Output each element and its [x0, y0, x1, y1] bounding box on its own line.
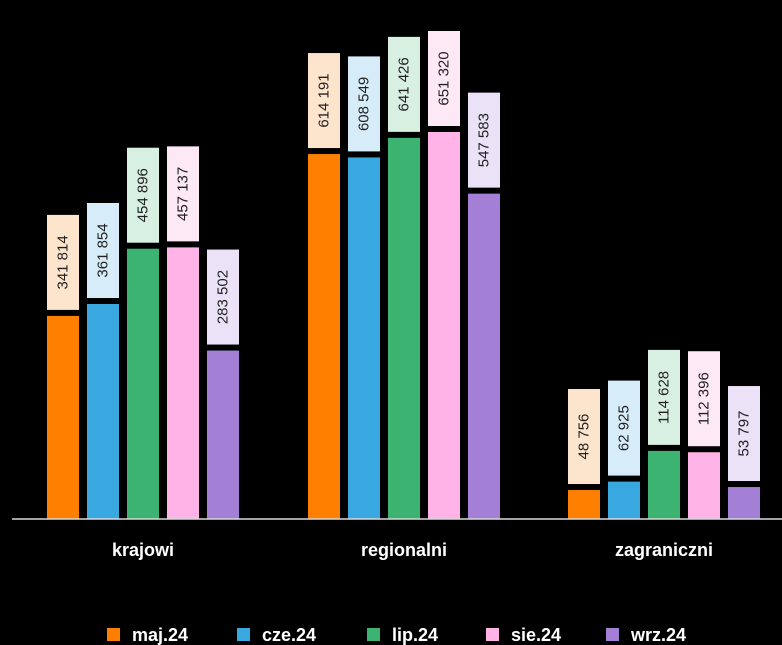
data-label-box	[568, 389, 600, 485]
bar-regionalni-cze.24	[348, 157, 380, 520]
legend-swatch-lip.24	[367, 628, 380, 641]
data-label: 454 896	[135, 168, 152, 222]
data-label: 53 797	[736, 411, 753, 457]
legend-swatch-wrz.24	[606, 628, 619, 641]
data-label-box	[308, 53, 340, 149]
legend-label-wrz.24: wrz.24	[630, 625, 686, 645]
bar-krajowi-wrz.24	[207, 350, 239, 519]
bar-regionalni-lip.24	[388, 137, 420, 520]
data-label-box	[207, 249, 239, 345]
bar-krajowi-cze.24	[87, 303, 119, 519]
data-label: 112 396	[696, 372, 713, 425]
data-label-box	[348, 56, 380, 152]
legend-swatch-maj.24	[107, 628, 120, 641]
data-label-box	[648, 349, 680, 445]
data-label-box	[167, 146, 199, 242]
data-label: 62 925	[616, 405, 633, 451]
data-label-box	[47, 214, 79, 310]
data-label-box	[728, 386, 760, 482]
data-label-box	[127, 147, 159, 243]
data-label-box	[468, 92, 500, 188]
data-label: 608 549	[356, 77, 373, 131]
data-label-box	[688, 351, 720, 447]
bar-zagraniczni-wrz.24	[728, 487, 760, 519]
data-label: 651 320	[436, 51, 453, 105]
data-label: 547 583	[476, 113, 493, 167]
data-label: 114 628	[656, 371, 673, 424]
legend: maj.24 cze.24 lip.24 sie.24 wrz.24	[107, 625, 686, 645]
legend-label-maj.24: maj.24	[132, 625, 188, 645]
category-label-krajowi: krajowi	[112, 540, 174, 560]
data-label: 457 137	[175, 167, 192, 221]
data-label: 361 854	[95, 223, 112, 277]
data-label: 641 426	[396, 57, 413, 111]
bars-group: 341 814 361 854 454 896 457 137 283 502 614 1…	[47, 31, 760, 520]
legend-swatch-sie.24	[486, 628, 499, 641]
legend-label-sie.24: sie.24	[511, 625, 561, 645]
bar-regionalni-wrz.24	[468, 193, 500, 519]
legend-label-lip.24: lip.24	[392, 625, 438, 645]
bar-regionalni-sie.24	[428, 132, 460, 519]
category-label-regionalni: regionalni	[361, 540, 447, 560]
data-label: 283 502	[215, 270, 232, 324]
data-label-box	[428, 31, 460, 126]
data-label-box	[388, 36, 420, 132]
bar-zagraniczni-lip.24	[648, 450, 680, 519]
bar-zagraniczni-sie.24	[688, 452, 720, 519]
bar-krajowi-sie.24	[167, 247, 199, 519]
bar-regionalni-maj.24	[308, 154, 340, 520]
data-label-box	[608, 380, 640, 476]
data-label-box	[87, 202, 119, 298]
data-label: 48 756	[576, 414, 593, 460]
bar-krajowi-lip.24	[127, 248, 159, 519]
bar-zagraniczni-maj.24	[568, 490, 600, 519]
data-label: 341 814	[55, 235, 72, 289]
data-label: 614 191	[316, 73, 333, 127]
legend-swatch-cze.24	[237, 628, 250, 641]
category-labels: krajowi regionalni zagraniczni	[112, 540, 713, 560]
bar-krajowi-maj.24	[47, 315, 79, 519]
legend-label-cze.24: cze.24	[262, 625, 316, 645]
bar-zagraniczni-cze.24	[608, 481, 640, 519]
category-label-zagraniczni: zagraniczni	[615, 540, 713, 560]
